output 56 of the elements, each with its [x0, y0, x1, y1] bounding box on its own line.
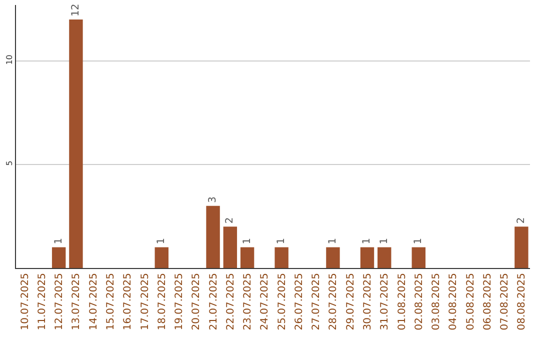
- x-tick-label: 06.08.2025: [482, 273, 494, 330]
- x-tick-label: 17.07.2025: [140, 273, 151, 330]
- x-tick-label: 05.08.2025: [465, 273, 476, 330]
- x-tick-label: 08.08.2025: [516, 273, 528, 330]
- x-tick-label: 10.07.2025: [20, 273, 31, 330]
- data-label: 1: [276, 238, 288, 244]
- data-label: 1: [362, 238, 373, 244]
- x-tick-label: 24.07.2025: [260, 273, 271, 330]
- x-tick-label: 18.07.2025: [156, 273, 168, 330]
- y-tick-label: 5: [4, 160, 14, 166]
- bar: [326, 247, 340, 268]
- bar: [52, 247, 66, 268]
- bar: [69, 20, 83, 268]
- y-tick-label: 10: [4, 54, 14, 65]
- x-tick-label: 03.08.2025: [431, 273, 442, 330]
- x-tick-label: 13.07.2025: [71, 273, 82, 330]
- data-label: 2: [224, 217, 236, 224]
- x-tick-label: 16.07.2025: [122, 273, 134, 330]
- x-tick-label: 15.07.2025: [105, 273, 116, 330]
- x-tick-label: 07.08.2025: [500, 273, 511, 330]
- data-label: 1: [413, 238, 424, 244]
- bar: [412, 247, 426, 268]
- x-tick-label: 01.08.2025: [396, 273, 408, 330]
- x-tick-label: 12.07.2025: [54, 273, 66, 330]
- x-tick-label: 31.07.2025: [380, 273, 391, 330]
- data-label: 1: [327, 238, 338, 244]
- x-tick-label: 14.07.2025: [88, 273, 100, 330]
- bar: [206, 206, 220, 268]
- data-label: 12: [70, 4, 82, 16]
- data-label: 3: [208, 196, 219, 203]
- x-tick-label: 04.08.2025: [448, 273, 460, 330]
- x-tick-label: 26.07.2025: [294, 273, 305, 330]
- data-label: 1: [242, 238, 253, 244]
- bar: [223, 226, 238, 268]
- bar: [378, 247, 392, 268]
- bar: [154, 247, 168, 268]
- bar: [240, 247, 254, 268]
- data-label: 2: [516, 217, 527, 224]
- x-tick-label: 22.07.2025: [225, 273, 236, 330]
- bar: [274, 247, 288, 268]
- data-label: 1: [378, 238, 390, 244]
- bar: [360, 247, 374, 268]
- x-tick-label: 30.07.2025: [362, 273, 374, 330]
- x-tick-label: 29.07.2025: [345, 273, 356, 330]
- x-tick-label: 21.07.2025: [208, 273, 220, 330]
- x-tick-label: 20.07.2025: [191, 273, 202, 330]
- x-tick-label: 02.08.2025: [414, 273, 425, 330]
- x-tick-label: 11.07.2025: [36, 273, 48, 330]
- x-tick-label: 27.07.2025: [311, 273, 322, 330]
- x-tick-label: 23.07.2025: [242, 273, 254, 330]
- x-tick-label: 28.07.2025: [328, 273, 340, 330]
- bar: [514, 226, 528, 268]
- data-label: 1: [156, 238, 168, 244]
- data-label: 1: [53, 238, 64, 244]
- x-tick-label: 19.07.2025: [174, 273, 186, 330]
- x-tick-label: 25.07.2025: [276, 273, 288, 330]
